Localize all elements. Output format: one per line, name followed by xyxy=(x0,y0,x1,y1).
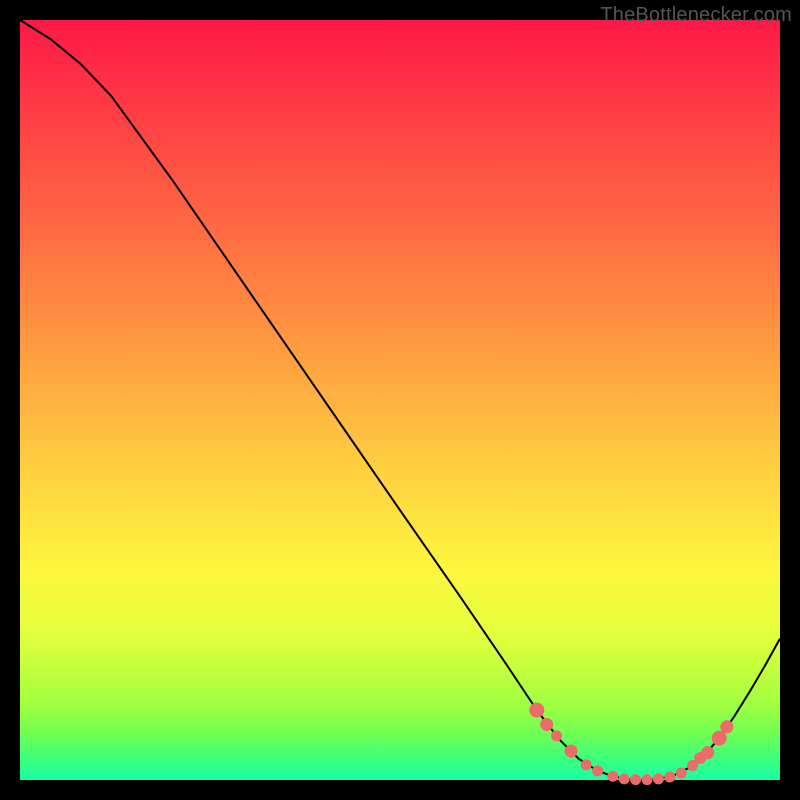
curve-marker xyxy=(631,775,641,785)
curve-marker xyxy=(619,774,629,784)
chart-stage: TheBottlenecker.com xyxy=(0,0,800,800)
chart-background-gradient xyxy=(20,20,780,780)
watermark-text: TheBottlenecker.com xyxy=(600,4,792,27)
curve-marker xyxy=(530,703,544,717)
curve-marker xyxy=(676,768,686,778)
curve-marker xyxy=(552,731,562,741)
curve-marker xyxy=(653,774,663,784)
chart-svg xyxy=(0,0,800,800)
curve-marker xyxy=(593,766,603,776)
curve-marker xyxy=(665,772,675,782)
curve-marker xyxy=(581,760,591,770)
curve-marker xyxy=(642,775,652,785)
curve-marker xyxy=(608,771,618,781)
curve-marker xyxy=(712,731,726,745)
curve-marker xyxy=(565,745,577,757)
curve-marker xyxy=(721,721,733,733)
curve-marker xyxy=(541,719,553,731)
curve-marker xyxy=(702,747,714,759)
